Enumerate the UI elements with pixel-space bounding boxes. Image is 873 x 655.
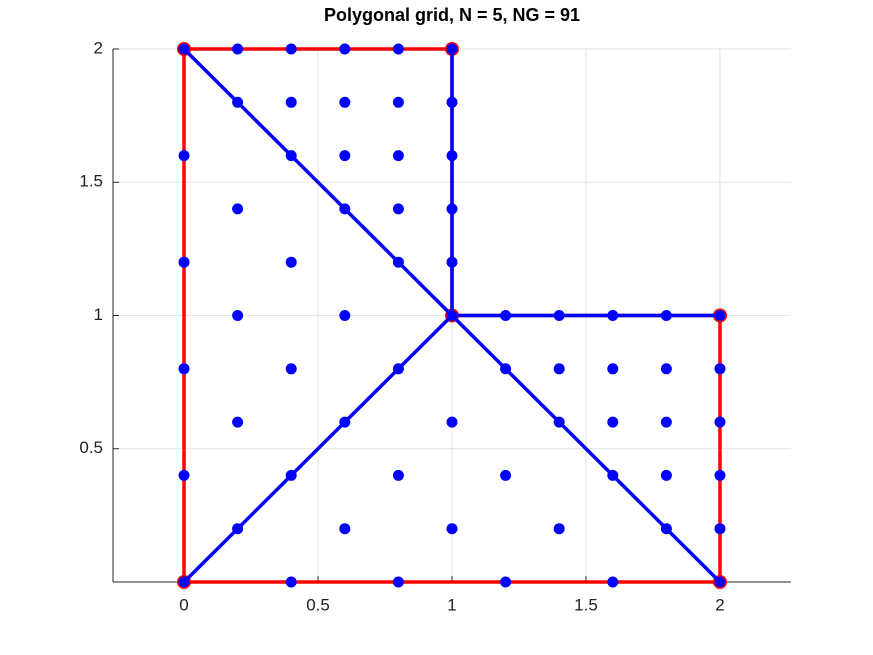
grid-point xyxy=(714,523,726,535)
grid-point xyxy=(660,523,672,535)
grid-point xyxy=(660,363,672,375)
grid-point xyxy=(285,96,297,108)
grid-point xyxy=(232,523,244,535)
edge-line xyxy=(182,47,722,584)
grid-point xyxy=(285,469,297,481)
grid-point xyxy=(660,469,672,481)
grid-point xyxy=(178,576,190,588)
grid-point xyxy=(339,310,351,321)
grid-point xyxy=(392,256,404,268)
grid-point xyxy=(714,310,726,321)
chart-title: Polygonal grid, N = 5, NG = 91 xyxy=(324,5,580,25)
x-tick-label: 1 xyxy=(447,595,456,614)
grid-point xyxy=(285,43,297,55)
grid-point xyxy=(500,469,512,481)
grid-point xyxy=(178,469,190,481)
grid-point xyxy=(232,310,244,321)
grid-point xyxy=(446,43,458,55)
x-tick-label: 0.5 xyxy=(306,595,330,614)
grid-point xyxy=(232,96,244,108)
grid-point xyxy=(660,310,672,321)
grid-point xyxy=(446,96,458,108)
y-tick-label: 1.5 xyxy=(79,172,103,191)
grid-point xyxy=(446,416,458,428)
grid-point xyxy=(285,576,297,588)
y-tick-label: 2 xyxy=(94,38,103,57)
grid-point xyxy=(553,416,565,428)
grid-point xyxy=(339,416,351,428)
grid-point xyxy=(392,43,404,55)
grid-point xyxy=(339,150,351,162)
grid-point xyxy=(714,576,726,588)
grid-point xyxy=(392,363,404,375)
grid-point xyxy=(446,150,458,162)
grid-point xyxy=(178,43,190,55)
grid-point xyxy=(446,256,458,268)
grid-point xyxy=(607,310,619,321)
y-tick-label: 1 xyxy=(94,305,103,324)
grid-point xyxy=(500,576,512,588)
grid-point xyxy=(232,203,244,215)
grid-point xyxy=(392,150,404,162)
grid-point xyxy=(178,150,190,162)
grid-point xyxy=(446,523,458,535)
grid-point xyxy=(178,256,190,268)
x-tick-label: 0 xyxy=(179,595,188,614)
grid-point xyxy=(553,363,565,375)
grid-point xyxy=(285,150,297,162)
grid-point xyxy=(285,363,297,375)
grid-point xyxy=(232,416,244,428)
x-tick-label: 2 xyxy=(715,595,724,614)
x-tick-label: 1.5 xyxy=(574,595,598,614)
grid-point xyxy=(446,203,458,215)
grid-point xyxy=(607,416,619,428)
y-tick-label: 0.5 xyxy=(79,438,103,457)
grid-point xyxy=(232,43,244,55)
grid-point xyxy=(339,96,351,108)
grid-point xyxy=(178,363,190,375)
grid-point xyxy=(500,310,512,321)
grid-point xyxy=(339,43,351,55)
grid-point xyxy=(285,256,297,268)
grid-point xyxy=(392,203,404,215)
grid-point xyxy=(714,363,726,375)
grid-point xyxy=(500,363,512,375)
grid-point xyxy=(714,469,726,481)
grid-point xyxy=(392,576,404,588)
grid-point xyxy=(446,310,458,321)
grid-point xyxy=(392,469,404,481)
grid-point xyxy=(607,576,619,588)
grid-point xyxy=(553,523,565,535)
grid-point xyxy=(392,96,404,108)
grid-point xyxy=(607,363,619,375)
grid-point xyxy=(339,523,351,535)
grid-point xyxy=(607,469,619,481)
grid-point xyxy=(714,416,726,428)
grid-point xyxy=(553,310,565,321)
grid-point xyxy=(339,203,351,215)
grid-point xyxy=(660,416,672,428)
